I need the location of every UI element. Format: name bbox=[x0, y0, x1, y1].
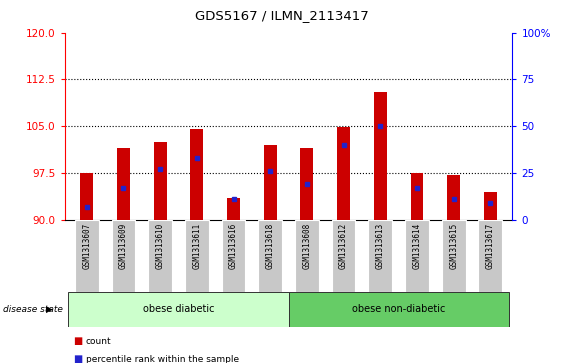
Text: GSM1313607: GSM1313607 bbox=[82, 223, 91, 269]
Text: ■: ■ bbox=[73, 336, 82, 346]
Bar bbox=[479, 220, 502, 292]
Bar bbox=[410, 173, 423, 220]
Bar bbox=[405, 220, 429, 292]
Text: GSM1313615: GSM1313615 bbox=[449, 223, 458, 269]
Bar bbox=[154, 142, 167, 220]
Text: GSM1313618: GSM1313618 bbox=[266, 223, 275, 269]
Text: GSM1313612: GSM1313612 bbox=[339, 223, 348, 269]
Text: percentile rank within the sample: percentile rank within the sample bbox=[86, 355, 239, 363]
Bar bbox=[368, 220, 392, 292]
Bar bbox=[111, 220, 135, 292]
Text: GSM1313617: GSM1313617 bbox=[486, 223, 495, 269]
Bar bbox=[75, 220, 99, 292]
Bar bbox=[148, 220, 172, 292]
Bar bbox=[227, 198, 240, 220]
Text: GSM1313609: GSM1313609 bbox=[119, 223, 128, 269]
Bar bbox=[301, 148, 313, 220]
Bar bbox=[442, 220, 466, 292]
Text: obese non-diabetic: obese non-diabetic bbox=[352, 305, 445, 314]
Bar bbox=[484, 192, 497, 220]
Text: disease state: disease state bbox=[3, 305, 62, 314]
Bar bbox=[117, 148, 130, 220]
Bar bbox=[289, 292, 508, 327]
Text: count: count bbox=[86, 337, 111, 346]
Text: GSM1313614: GSM1313614 bbox=[413, 223, 422, 269]
Bar bbox=[222, 220, 245, 292]
Bar bbox=[447, 175, 460, 220]
Bar bbox=[81, 173, 93, 220]
Bar bbox=[295, 220, 319, 292]
Bar bbox=[264, 145, 276, 220]
Bar bbox=[69, 292, 289, 327]
Text: GSM1313610: GSM1313610 bbox=[155, 223, 164, 269]
Bar bbox=[337, 127, 350, 220]
Bar bbox=[374, 92, 387, 220]
Text: ■: ■ bbox=[73, 354, 82, 363]
Text: GSM1313616: GSM1313616 bbox=[229, 223, 238, 269]
Text: ▶: ▶ bbox=[46, 305, 53, 314]
Text: GDS5167 / ILMN_2113417: GDS5167 / ILMN_2113417 bbox=[195, 9, 368, 22]
Text: GSM1313611: GSM1313611 bbox=[193, 223, 202, 269]
Text: GSM1313613: GSM1313613 bbox=[376, 223, 385, 269]
Bar bbox=[185, 220, 209, 292]
Bar bbox=[190, 129, 203, 220]
Bar bbox=[332, 220, 355, 292]
Text: GSM1313608: GSM1313608 bbox=[302, 223, 311, 269]
Bar bbox=[258, 220, 282, 292]
Text: obese diabetic: obese diabetic bbox=[143, 305, 215, 314]
